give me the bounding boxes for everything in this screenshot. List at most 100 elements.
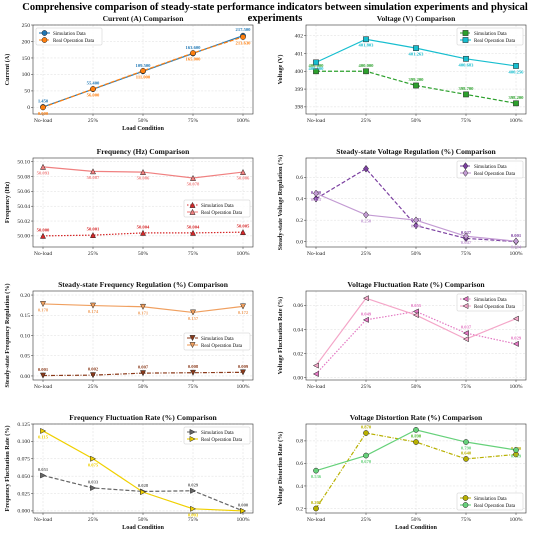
plot-frame: [32, 423, 254, 514]
plot-frame: [32, 290, 254, 381]
x-tick-label: 100%: [509, 517, 522, 523]
y-tick-label: 50: [24, 89, 30, 95]
legend: Simulation Data Real Operation Data: [456, 293, 524, 312]
data-label: 0.200: [311, 500, 322, 505]
legend: Simulation Data Real Operation Data: [456, 160, 524, 179]
x-tick-label: No-load: [307, 118, 326, 124]
y-tick-label: 50.02: [17, 219, 30, 225]
data-point: [40, 472, 47, 479]
data-point: [189, 369, 197, 376]
x-tick-label: 25%: [361, 251, 372, 257]
data-point: [139, 168, 147, 175]
y-tick-label: 50.10: [17, 160, 30, 166]
y-tick-label: 250: [22, 23, 31, 29]
data-label: 400.500: [309, 66, 325, 71]
figure-title: Comprehensive comparison of steady-state…: [22, 2, 528, 24]
data-label: 401.803: [359, 43, 375, 48]
data-point: [363, 68, 369, 75]
data-point: [363, 430, 369, 436]
subplot-4: 0.0 0.2 0.4 0.6 No-load 25% 50% 75% 100% Steady-s…: [277, 147, 527, 257]
data-point: [139, 229, 147, 236]
data-point: [90, 484, 97, 491]
data-point: [239, 229, 247, 236]
subplot-1: 0 50 100 150 200 250 No-load 25% 50% 75% 100% Curre…: [4, 14, 254, 132]
data-label: 0.047: [461, 240, 472, 245]
x-tick-label: 25%: [88, 251, 99, 257]
x-tick-label: 100%: [509, 384, 522, 390]
x-tick-label: 100%: [236, 118, 249, 124]
y-axis-label: Frequency (Hz): [4, 182, 11, 223]
data-label: 0.115: [38, 434, 49, 439]
y-tick-label: 0.04: [293, 327, 303, 333]
x-tick-label: 25%: [361, 517, 372, 523]
data-point: [413, 221, 419, 230]
legend-label: Simulation Data: [474, 165, 507, 170]
y-tick-label: 0.4: [296, 484, 303, 490]
x-tick-label: 25%: [88, 517, 99, 523]
data-point: [239, 303, 247, 310]
legend-marker: [462, 302, 469, 310]
data-label: 0.178: [38, 307, 49, 312]
x-tick-label: 75%: [461, 517, 472, 523]
y-tick-label: 398: [295, 105, 304, 111]
data-point: [313, 68, 319, 75]
subplot-title: Frequency Fluctuation Rate (%) Compariso…: [69, 413, 217, 422]
data-label: 0.536: [311, 474, 322, 479]
data-label: 50.000: [37, 227, 50, 232]
subplot-title: Voltage Fluctuation Rate (%) Comparison: [347, 280, 485, 289]
data-label: 0.001: [511, 233, 522, 238]
legend-label: Real Operation Data: [201, 438, 243, 443]
data-label: 56.000: [87, 92, 100, 97]
y-axis-label: Voltage (V): [277, 55, 284, 85]
y-tick-label: 0.00: [20, 374, 30, 380]
data-point: [363, 452, 369, 459]
y-tick-label: 0.02: [293, 351, 303, 357]
y-tick-label: 0.06: [293, 303, 303, 309]
data-point: [313, 189, 319, 198]
y-tick-label: 0.00: [293, 375, 303, 381]
data-label: 111.000: [136, 74, 151, 79]
data-label: 400.000: [359, 63, 375, 68]
y-tick-label: 0.4: [296, 197, 303, 203]
x-tick-label: 75%: [188, 251, 199, 257]
plot-frame: [32, 157, 254, 248]
data-label: 0.670: [361, 459, 372, 464]
data-point: [413, 427, 419, 433]
y-axis-label: Frequency Fluctuation Rate (%): [4, 426, 11, 512]
data-label: 50.086: [137, 176, 150, 181]
legend-label: Simulation Data: [474, 32, 507, 37]
data-label: 0.055: [411, 303, 422, 308]
data-label: 0.250: [361, 218, 372, 223]
plot-frame: [305, 290, 527, 381]
data-label: 0.004: [511, 245, 522, 250]
legend-label: Simulation Data: [474, 497, 507, 502]
x-axis-label: Load Condition: [122, 125, 164, 132]
y-tick-label: 0.050: [17, 474, 30, 480]
data-label: 0.870: [361, 425, 372, 430]
x-tick-label: 75%: [188, 517, 199, 523]
data-point: [39, 232, 47, 239]
data-point: [312, 362, 319, 369]
data-point: [463, 232, 469, 241]
data-point: [140, 67, 146, 74]
data-label: 50.001: [87, 227, 100, 232]
legend-label: Simulation Data: [474, 298, 507, 303]
y-tick-label: 400: [295, 69, 304, 75]
y-tick-label: 0.6: [296, 175, 303, 181]
x-tick-label: No-load: [34, 517, 53, 523]
x-tick-label: No-load: [307, 517, 326, 523]
x-tick-label: 100%: [509, 251, 522, 257]
subplot-8: 0.2 0.4 0.6 0.8 No-load 25% 50% 75% 100% Voltage …: [277, 413, 527, 531]
x-tick-label: 50%: [138, 118, 149, 124]
y-tick-label: 200: [22, 39, 31, 45]
data-label: 399.200: [409, 77, 425, 82]
data-label: 0.033: [88, 479, 99, 484]
data-label: 1.450: [38, 98, 49, 103]
x-tick-label: 75%: [461, 384, 472, 390]
subplot-title: Voltage (V) Comparison: [377, 14, 456, 23]
data-point: [463, 91, 469, 98]
data-point: [39, 372, 47, 379]
legend-marker: [189, 335, 196, 342]
data-point: [363, 164, 369, 173]
